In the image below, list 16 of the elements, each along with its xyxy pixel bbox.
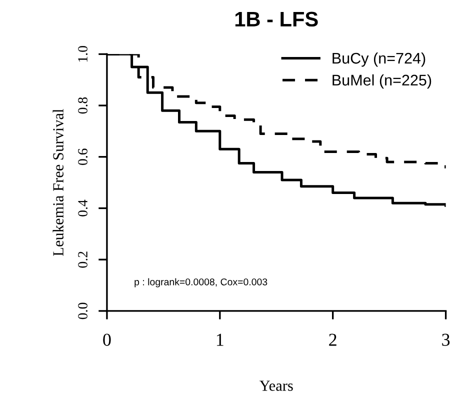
y-tick-label: 1.0 [78,46,88,62]
x-tick-label: 1 [216,334,224,346]
chart-title: 1B - LFS [235,12,318,27]
x-tick-label: 0 [103,334,111,346]
y-tick-label: 0.4 [78,200,88,216]
y-tick-label: 0.0 [78,302,88,320]
legend-label: BuMel (n=225) [332,74,432,89]
annotation: p : logrank=0.0008, Cox=0.003 [134,278,268,288]
x-tick-label: 2 [329,334,336,346]
y-tick-label: 0.8 [78,97,88,114]
y-tick-label: 0.2 [78,252,88,268]
x-tick-label: 3 [442,334,450,346]
y-tick-label: 0.6 [78,148,88,166]
legend-label: BuCy (n=724) [332,52,426,67]
x-axis-title: Years [259,380,293,391]
y-axis-title: Leukemia Free Survival [52,109,64,256]
